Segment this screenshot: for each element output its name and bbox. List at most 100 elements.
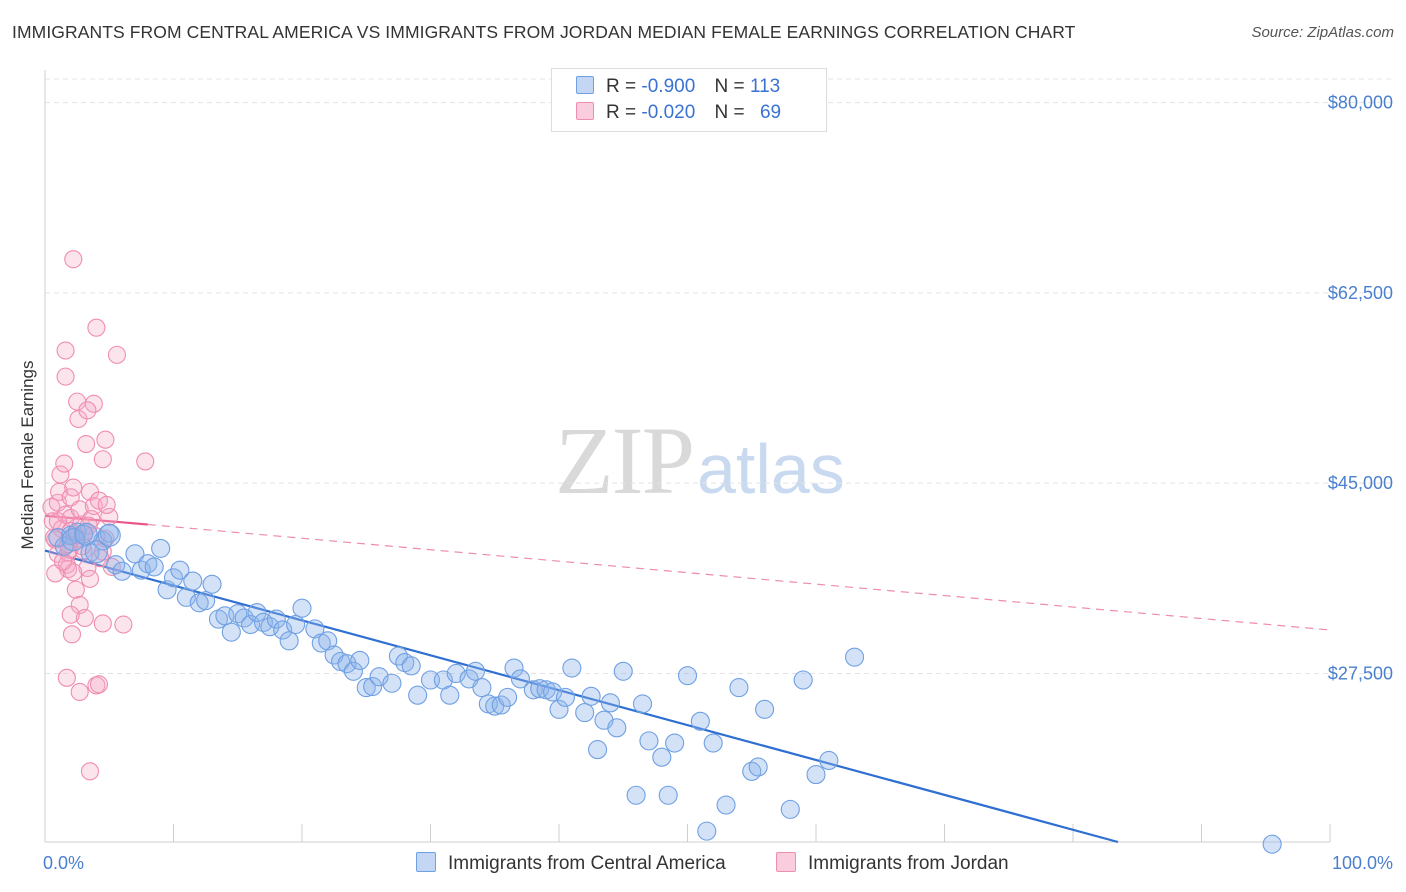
point-jordan [75,608,94,628]
point-jordan [48,512,67,531]
point-jordan [66,580,85,599]
point-jordan [84,394,103,413]
point-central-america [196,591,216,611]
point-jordan [87,318,106,337]
y-tick-label: $27,500 [1328,663,1393,683]
tick-labels: $27,500 $45,000 $62,500 $80,000 0.0% 100.0% [43,93,1393,873]
point-jordan [53,552,73,571]
legend-row-jordan: R = -0.020 N = 69 [576,102,781,126]
point-central-america [755,699,775,719]
point-jordan [64,478,83,497]
point-central-america [84,540,108,564]
point-central-america [780,799,800,819]
legend-swatch-central-america [576,76,594,94]
chart-title: IMMIGRANTS FROM CENTRAL AMERICA VS IMMIG… [12,22,1076,42]
grid-lines [45,78,1392,674]
point-central-america [343,661,363,681]
point-jordan [107,345,127,364]
point-central-america [382,673,402,693]
point-central-america [337,654,357,674]
watermark-atlas: atlas [697,430,845,508]
legend-r-value: -0.020 [641,102,696,123]
point-central-america [632,694,653,714]
point-central-america [716,795,736,815]
point-central-america [530,679,550,699]
point-central-america [543,682,563,702]
point-central-america [626,785,646,805]
point-jordan [70,500,89,519]
point-jordan [114,615,133,634]
point-central-america [163,568,184,588]
legend-r-value: -0.900 [641,76,696,97]
point-central-america [112,561,132,581]
x-tick-label: 100.0% [1332,853,1393,873]
point-central-america [607,718,627,738]
point-central-america [575,703,595,723]
point-central-america [472,678,492,698]
point-central-america [639,731,659,751]
point-central-america [844,647,865,667]
watermark-zip: ZIP [555,407,695,514]
point-central-america [286,614,306,635]
point-jordan [80,762,100,781]
point-central-america [305,619,325,639]
point-central-america [247,603,267,623]
y-tick-label: $62,500 [1328,283,1393,303]
point-jordan [78,558,97,578]
point-jordan [97,495,116,514]
point-central-america [562,658,582,678]
point-central-america [356,678,376,698]
y-tick-label: $80,000 [1328,93,1393,113]
bottom-legend-swatch-jordan [776,852,796,872]
point-central-america [697,821,717,841]
point-central-america [350,650,370,670]
point-central-america [61,528,85,552]
trend-line-jordan-extension [147,523,1331,631]
point-central-america [581,686,601,706]
legend-n-value: 69 [759,102,782,123]
point-central-america [555,687,575,707]
point-central-america [677,666,698,686]
bottom-legend-label: Immigrants from Jordan [808,853,1009,874]
point-central-america [401,656,421,676]
point-central-america [1262,834,1282,854]
point-central-america [491,695,511,715]
point-central-america [97,523,121,547]
point-central-america [157,580,177,600]
zipatlas-watermark: ZIPatlas [555,405,845,516]
point-central-america [279,631,299,651]
point-central-america [498,687,518,707]
point-central-america [363,676,383,697]
legend-n-label: N = [714,102,745,123]
point-central-america [665,733,685,753]
point-central-america [144,557,164,577]
point-jordan [136,452,155,471]
point-central-america [266,609,286,629]
point-jordan [84,496,103,516]
point-jordan [80,569,100,588]
legend-n-label: N = [714,76,745,97]
point-central-america [260,617,280,637]
point-central-america [690,711,710,731]
source-credit: Source: ZipAtlas.com [1251,24,1394,41]
point-jordan [56,367,75,386]
point-central-america [465,661,486,681]
point-central-america [292,598,312,618]
correlation-legend: R = -0.900 N = 113 R = -0.020 N = 69 [551,68,827,132]
point-jordan [64,250,83,269]
point-jordan [70,682,89,701]
point-central-america [729,678,749,698]
data-points [42,250,1282,854]
point-central-america [151,538,171,558]
point-jordan [89,675,109,694]
point-central-america [652,747,672,767]
x-tick-label: 0.0% [43,853,84,873]
point-central-america [446,663,466,684]
trend-line-central-america [44,549,1119,844]
legend-r-label: R = [606,76,637,97]
point-central-america [748,757,768,777]
point-central-america [549,699,569,719]
bottom-legend-swatch-central-america [416,852,436,872]
bottom-legend-label: Immigrants from Central America [448,853,726,874]
